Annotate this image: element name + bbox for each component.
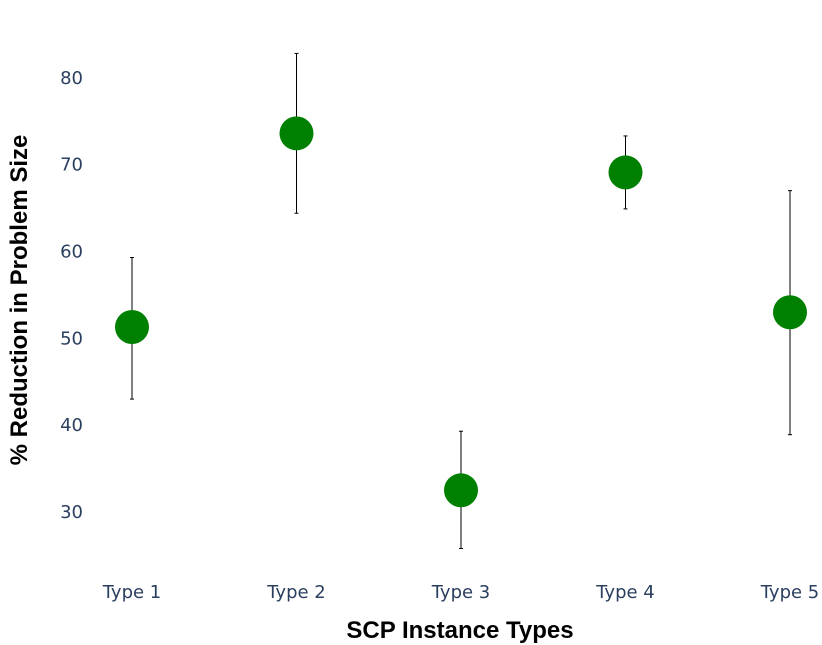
- x-tick-label: Type 1: [102, 582, 162, 603]
- x-axis-ticks: Type 1 Type 2 Type 3 Type 4 Type 5: [102, 582, 820, 603]
- y-tick-label: 80: [60, 68, 83, 89]
- y-axis-ticks: 30 40 50 60 70 80: [60, 68, 83, 523]
- y-tick-label: 60: [60, 241, 83, 262]
- y-tick-label: 70: [60, 155, 83, 176]
- y-tick-label: 30: [60, 502, 83, 523]
- y-axis-title: % Reduction in Problem Size: [6, 135, 33, 466]
- data-point: [279, 116, 314, 151]
- x-tick-label: Type 3: [431, 582, 491, 603]
- y-tick-label: 50: [60, 328, 83, 349]
- data-point: [773, 295, 807, 330]
- x-tick-label: Type 5: [760, 582, 820, 603]
- y-tick-label: 40: [60, 415, 83, 436]
- data-point: [444, 473, 478, 508]
- data-point: [115, 310, 149, 345]
- x-axis-title: SCP Instance Types: [346, 617, 573, 644]
- x-tick-label: Type 2: [266, 582, 326, 603]
- data-points: [115, 116, 807, 508]
- x-tick-label: Type 4: [595, 582, 655, 603]
- data-point: [608, 155, 643, 190]
